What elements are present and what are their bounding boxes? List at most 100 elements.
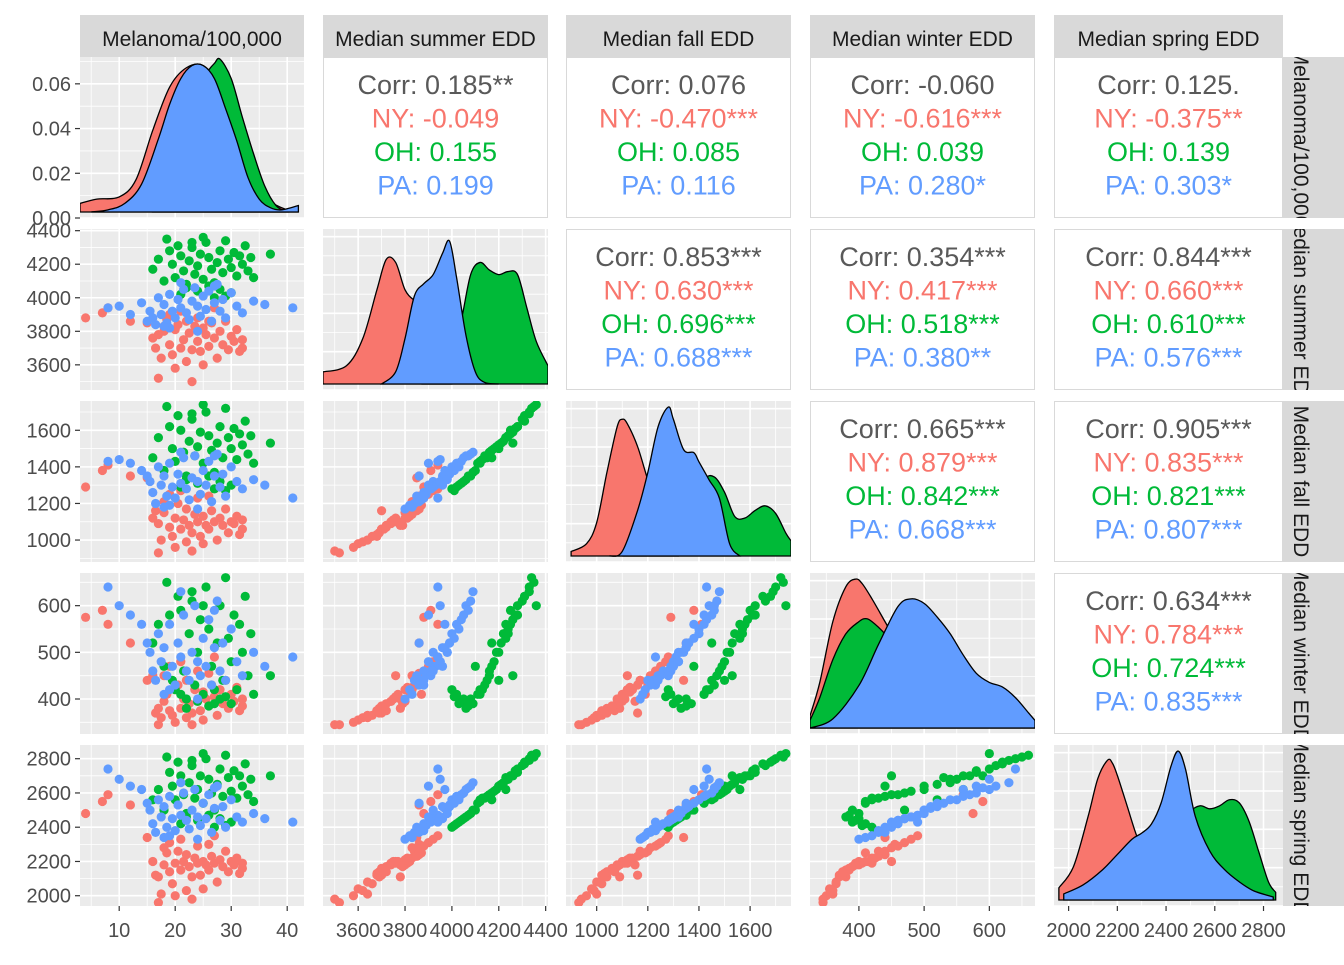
col-strip-label-2: Median fall EDD bbox=[603, 28, 755, 51]
point-1-0-PA-15 bbox=[173, 294, 183, 305]
point-4-0-NY-30 bbox=[204, 865, 214, 875]
point-4-1-NY-15 bbox=[348, 891, 359, 901]
point-4-0-NY-20 bbox=[181, 850, 191, 860]
point-1-0-NY-40 bbox=[232, 325, 242, 335]
corr-panel-1-3 bbox=[810, 229, 1035, 390]
point-3-0-PA-5 bbox=[145, 647, 155, 657]
point-2-0-OH-28 bbox=[235, 429, 245, 439]
point-4-0-OH-21 bbox=[215, 764, 225, 774]
point-4-3-OH-31 bbox=[886, 790, 897, 800]
point-4-1-OH-44 bbox=[524, 755, 534, 766]
xtick-label-4-4: 2800 bbox=[1241, 920, 1286, 942]
point-3-2-OH-34 bbox=[727, 671, 737, 681]
row-strip-0 bbox=[1283, 57, 1344, 218]
point-3-0-PA-22 bbox=[193, 657, 203, 667]
point-3-1-PA-35 bbox=[426, 671, 436, 681]
point-1-0-OH-0 bbox=[148, 264, 158, 274]
point-1-0-PA-22 bbox=[193, 301, 203, 311]
point-3-1-OH-44 bbox=[524, 587, 534, 597]
density-2-PA bbox=[609, 406, 742, 557]
point-4-0-OH-10 bbox=[184, 778, 194, 788]
point-4-0-PA-2 bbox=[125, 781, 135, 791]
point-1-0-OH-7 bbox=[176, 251, 186, 261]
point-4-3-NY-43 bbox=[854, 858, 864, 868]
point-4-1-PA-0 bbox=[433, 764, 443, 774]
point-1-0-OH-10 bbox=[184, 256, 194, 266]
point-1-0-NY-0 bbox=[81, 313, 91, 323]
xtick-label-0-2: 30 bbox=[220, 920, 242, 942]
point-3-0-PA-34 bbox=[232, 657, 242, 667]
point-4-3-OH-4 bbox=[880, 781, 890, 791]
point-2-0-NY-27 bbox=[198, 511, 208, 521]
corr-text-2-4-1: NY: 0.835*** bbox=[1093, 448, 1244, 478]
point-2-0-PA-33 bbox=[226, 462, 236, 472]
point-3-1-OH-26 bbox=[510, 610, 520, 620]
point-2-0-OH-4 bbox=[167, 443, 177, 454]
point-4-3-OH-45 bbox=[857, 820, 867, 831]
point-3-0-OH-1 bbox=[153, 619, 163, 629]
point-3-0-PA-32 bbox=[221, 675, 231, 685]
point-3-0-OH-28 bbox=[235, 619, 245, 629]
point-4-0-NY-3 bbox=[125, 800, 135, 810]
point-3-0-PA-21 bbox=[190, 601, 200, 611]
point-2-0-PA-32 bbox=[221, 491, 231, 501]
corr-text-0-4-1: NY: -0.375** bbox=[1094, 104, 1243, 134]
point-1-0-PA-36 bbox=[249, 296, 259, 306]
point-4-3-OH-26 bbox=[971, 766, 981, 776]
corr-text-0-4-0: Corr: 0.125. bbox=[1097, 70, 1240, 100]
point-3-1-NY-11 bbox=[416, 689, 427, 699]
corr-panel-2-4 bbox=[1054, 401, 1283, 562]
point-3-2-NY-1 bbox=[689, 605, 699, 615]
point-4-3-PA-41 bbox=[1004, 778, 1014, 788]
point-4-0-PA-40 bbox=[193, 834, 203, 844]
point-4-2-PA-0 bbox=[702, 764, 712, 774]
point-4-3-NY-49 bbox=[890, 839, 900, 849]
point-3-0-NY-33 bbox=[212, 710, 222, 720]
point-3-1-NY-42 bbox=[376, 701, 387, 711]
point-2-0-NY-0 bbox=[81, 482, 91, 492]
point-3-1-PA-41 bbox=[468, 587, 478, 597]
point-4-0-OH-33 bbox=[249, 796, 259, 807]
point-2-0-NY-13 bbox=[167, 531, 177, 541]
point-4-1-PA-4 bbox=[414, 798, 424, 808]
point-3-0-PA-20 bbox=[187, 647, 197, 657]
point-4-2-PA-2 bbox=[699, 781, 709, 791]
point-3-2-OH-20 bbox=[727, 638, 737, 648]
point-4-0-OH-40 bbox=[162, 752, 172, 762]
ytick-label-4-2: 2400 bbox=[27, 817, 72, 839]
point-2-0-OH-16 bbox=[201, 407, 211, 417]
point-3-1-PA-33 bbox=[454, 624, 464, 634]
point-4-2-NY-33 bbox=[592, 877, 602, 887]
density-3-PA bbox=[810, 598, 1035, 729]
point-3-2-PA-0 bbox=[702, 582, 712, 592]
point-1-0-NY-23 bbox=[187, 377, 197, 387]
panel-bg-4-3 bbox=[810, 745, 1035, 906]
point-4-3-PA-29 bbox=[991, 781, 1001, 791]
point-4-3-OH-44 bbox=[1004, 755, 1014, 766]
point-3-0-NY-9 bbox=[153, 720, 163, 730]
point-4-2-OH-30 bbox=[758, 759, 768, 769]
point-3-0-PA-24 bbox=[198, 633, 208, 643]
point-3-1-PA-43 bbox=[407, 689, 417, 699]
xtick-label-4-3: 2600 bbox=[1193, 920, 1238, 942]
point-4-2-PA-37 bbox=[668, 814, 678, 824]
point-3-1-PA-36 bbox=[442, 647, 452, 657]
xtick-label-0-3: 40 bbox=[276, 920, 298, 942]
point-3-0-NY-49 bbox=[204, 668, 214, 678]
point-4-0-NY-0 bbox=[81, 808, 91, 819]
corr-text-0-1-1: NY: -0.049 bbox=[372, 104, 500, 134]
point-3-0-OH-16 bbox=[201, 582, 211, 592]
point-2-1-PA-43 bbox=[407, 502, 417, 512]
point-2-0-PA-6 bbox=[148, 487, 158, 498]
point-2-1-PA-33 bbox=[454, 462, 464, 472]
corr-text-2-3-0: Corr: 0.665*** bbox=[839, 414, 1006, 444]
point-4-0-PA-19 bbox=[184, 824, 194, 834]
point-4-1-NY-23 bbox=[330, 894, 340, 904]
ytick-label-3-2: 600 bbox=[38, 596, 71, 618]
point-3-0-NY-28 bbox=[198, 715, 208, 725]
point-2-0-PA-2 bbox=[125, 458, 135, 468]
point-1-0-PA-9 bbox=[156, 309, 166, 320]
point-3-2-NY-33 bbox=[592, 710, 602, 720]
point-4-0-PA-18 bbox=[181, 815, 191, 825]
point-2-0-PA-36 bbox=[249, 475, 259, 485]
